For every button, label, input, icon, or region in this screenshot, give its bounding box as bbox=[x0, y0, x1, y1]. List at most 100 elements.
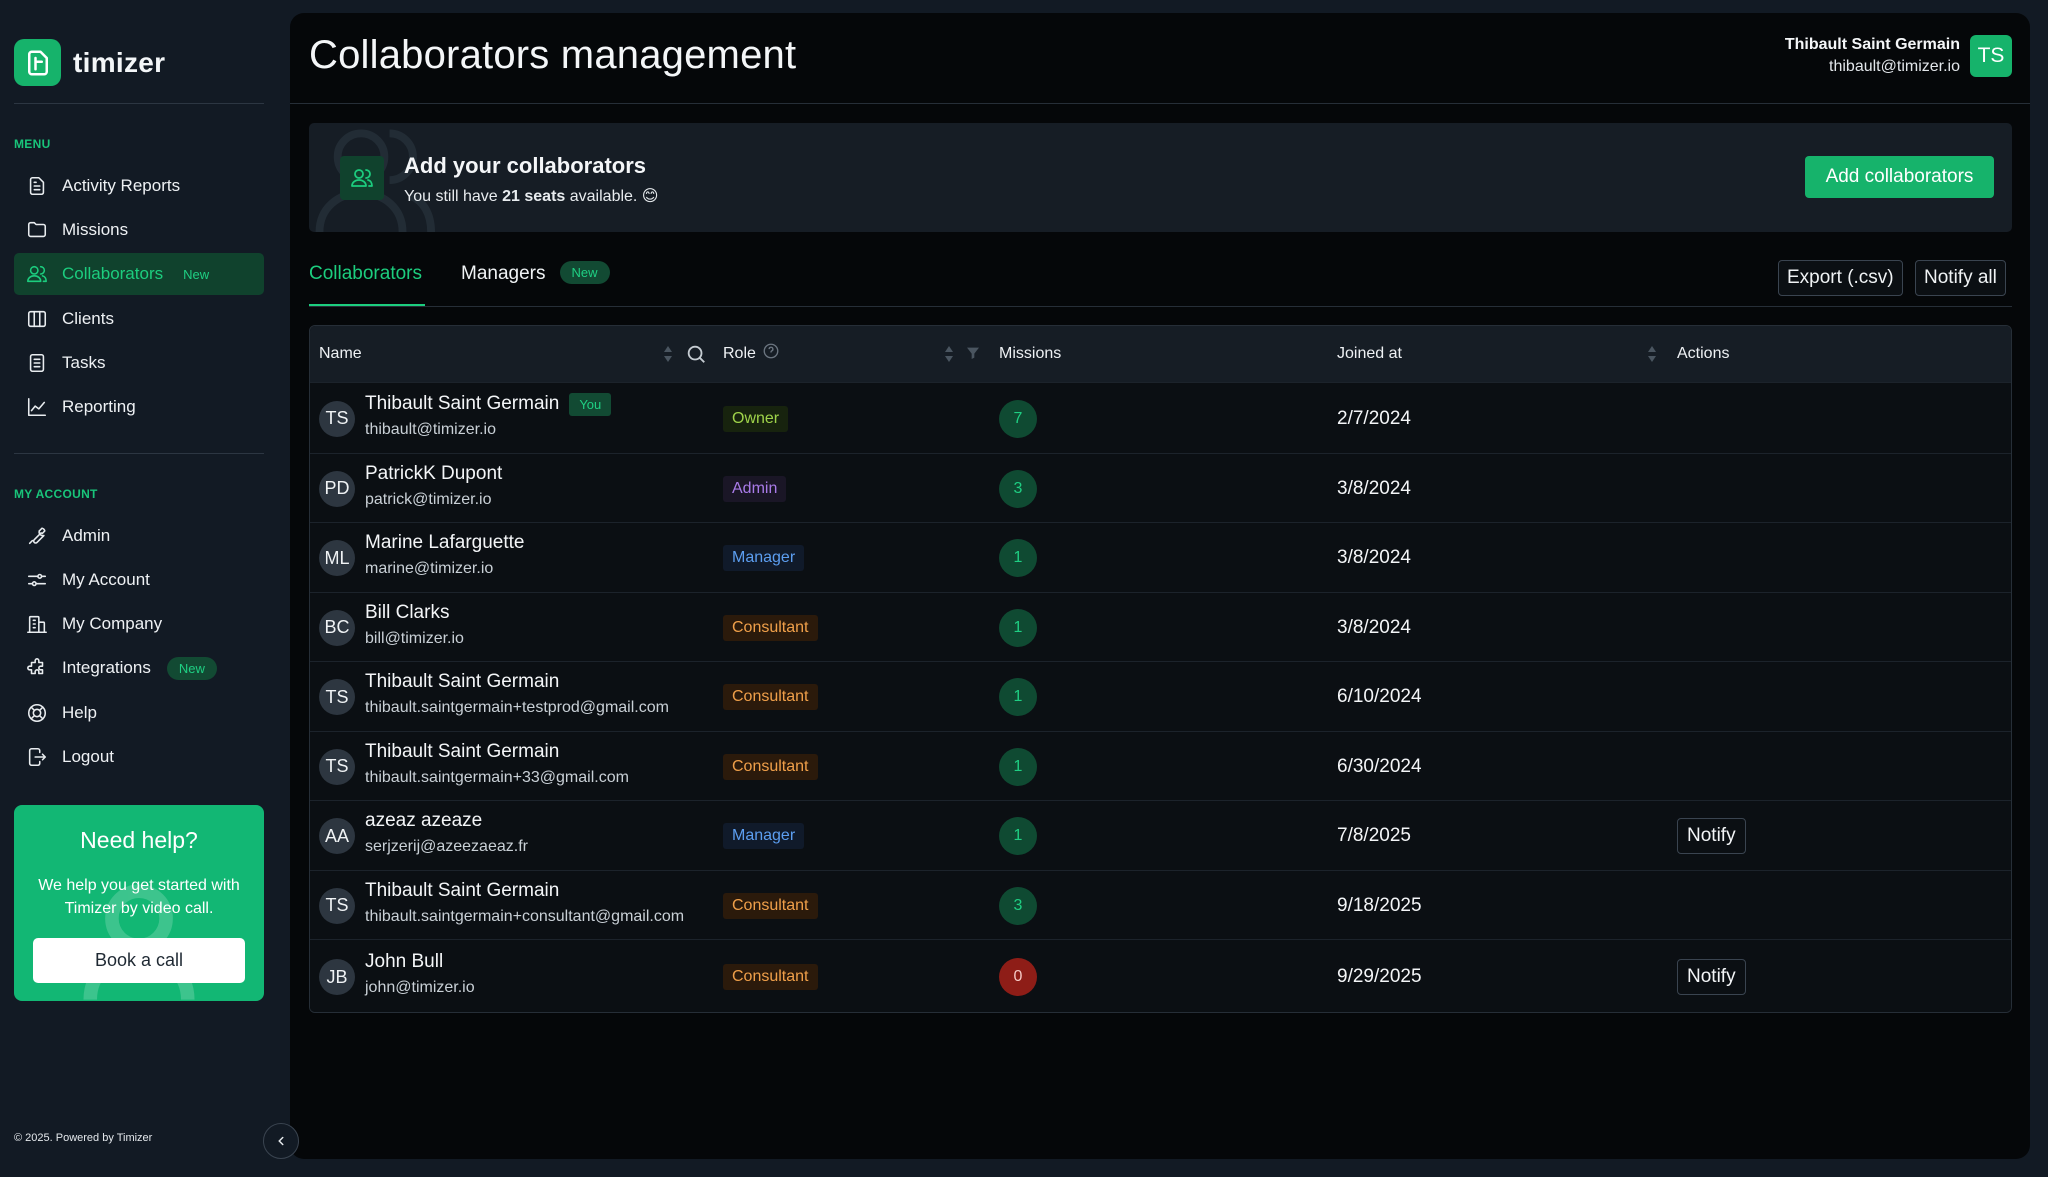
page-title: Collaborators management bbox=[309, 33, 797, 77]
sidebar-item-label: Tasks bbox=[62, 353, 106, 372]
sidebar-item-reporting[interactable]: Reporting bbox=[14, 386, 264, 428]
joined-date: 3/8/2024 bbox=[1337, 547, 1411, 568]
role-badge: Consultant bbox=[723, 614, 818, 641]
help-circle-icon[interactable] bbox=[762, 342, 780, 360]
joined-date: 9/29/2025 bbox=[1337, 966, 1422, 987]
sidebar-item-label: My Account bbox=[62, 570, 150, 589]
sort-icon[interactable] bbox=[1645, 343, 1659, 365]
collaborator-name: PatrickK Dupont bbox=[365, 463, 502, 485]
sidebar-item-collaborators[interactable]: Collaborators New bbox=[14, 253, 264, 295]
sidebar-item-label: Collaborators bbox=[62, 264, 164, 283]
banner-subtitle-prefix: You still have bbox=[404, 188, 503, 205]
collaborator-email: thibault@timizer.io bbox=[365, 420, 496, 438]
column-joined[interactable]: Joined at bbox=[1337, 345, 1402, 362]
table-row[interactable]: ML Marine Lafarguette marine@timizer.io Man… bbox=[310, 522, 2011, 592]
missions-count: 1 bbox=[999, 539, 1037, 577]
app-logo[interactable]: timizer bbox=[14, 39, 165, 86]
sidebar-item-missions[interactable]: Missions bbox=[14, 209, 264, 251]
banner-subtitle-suffix: available. 😊 bbox=[565, 188, 659, 205]
sort-icon[interactable] bbox=[942, 343, 956, 365]
book-call-button[interactable]: Book a call bbox=[33, 938, 245, 983]
collaborator-name-text: John Bull bbox=[365, 951, 444, 972]
user-menu[interactable]: Thibault Saint Germain thibault@timizer.… bbox=[1785, 35, 2012, 77]
missions-count: 1 bbox=[999, 817, 1037, 855]
collaborator-email: patrick@timizer.io bbox=[365, 490, 492, 508]
filter-icon[interactable] bbox=[965, 345, 981, 361]
sidebar-item-admin[interactable]: Admin bbox=[14, 515, 264, 557]
table-row[interactable]: TS Thibault Saint Germain thibault.saintge… bbox=[310, 870, 2011, 939]
collapse-sidebar-button[interactable] bbox=[263, 1123, 299, 1159]
table-row[interactable]: JB John Bull john@timizer.io Consultant 0 9/2… bbox=[310, 939, 2011, 1012]
new-badge: New bbox=[559, 261, 610, 284]
table-row[interactable]: PD PatrickK Dupont patrick@timizer.io Admin… bbox=[310, 453, 2011, 522]
table-row[interactable]: TS Thibault Saint Germain thibault.saintge… bbox=[310, 661, 2011, 731]
sidebar-item-my-company[interactable]: My Company bbox=[14, 603, 264, 645]
export-csv-button[interactable]: Export (.csv) bbox=[1778, 260, 1903, 296]
lifebuoy-icon bbox=[27, 703, 47, 723]
missions-count: 1 bbox=[999, 678, 1037, 716]
avatar: AA bbox=[319, 818, 355, 854]
sidebar-item-clients[interactable]: Clients bbox=[14, 298, 264, 340]
table-row[interactable]: TS Thibault Saint Germain You thibault@timi… bbox=[310, 382, 2011, 453]
sidebar-item-logout[interactable]: Logout bbox=[14, 736, 264, 778]
you-badge: You bbox=[569, 392, 612, 416]
joined-date: 3/8/2024 bbox=[1337, 477, 1411, 499]
new-badge: New bbox=[183, 266, 210, 282]
sort-icon[interactable] bbox=[661, 343, 675, 365]
sidebar-item-tasks[interactable]: Tasks bbox=[14, 342, 264, 384]
seats-count: 21 seats bbox=[502, 188, 566, 205]
table-row[interactable]: AA azeaz azeaze serjzerij@azeezaeaz.fr Mana… bbox=[310, 800, 2011, 870]
user-name: Thibault Saint Germain bbox=[1784, 36, 1960, 53]
sliders-icon bbox=[27, 573, 47, 587]
tab-collaborators[interactable]: Collaborators bbox=[309, 263, 425, 307]
column-role[interactable]: Role bbox=[723, 342, 780, 363]
column-name[interactable]: Name bbox=[319, 345, 362, 362]
column-missions[interactable]: Missions bbox=[999, 345, 1062, 362]
users-icon bbox=[27, 265, 47, 283]
tab-label: Collaborators bbox=[309, 263, 422, 284]
footer-copyright: © 2025. Powered by Timizer bbox=[14, 1132, 153, 1144]
chevron-left-icon bbox=[278, 1136, 284, 1146]
notify-all-button[interactable]: Notify all bbox=[1915, 260, 2006, 296]
role-badge: Consultant bbox=[723, 753, 818, 780]
role-badge: Manager bbox=[723, 545, 805, 571]
new-badge: New bbox=[166, 656, 217, 680]
sidebar-item-help[interactable]: Help bbox=[14, 692, 264, 734]
add-collaborators-banner: Add your collaborators You still have 21… bbox=[309, 123, 2012, 232]
help-text: We help you get started with Timizer by … bbox=[38, 877, 240, 917]
sidebar-item-label: Activity Reports bbox=[62, 176, 181, 195]
collaborator-email: thibault.saintgermain+consultant@gmail.c… bbox=[365, 907, 685, 925]
collaborator-name-text: Bill Clarks bbox=[365, 601, 450, 623]
notify-button[interactable]: Notify bbox=[1677, 818, 1746, 854]
search-icon[interactable] bbox=[685, 343, 707, 365]
joined-date: 7/8/2025 bbox=[1337, 825, 1411, 846]
logout-icon bbox=[28, 747, 47, 767]
table-row[interactable]: BC Bill Clarks bill@timizer.io Consultant 1 3… bbox=[310, 592, 2011, 661]
sidebar-item-my-account[interactable]: My Account bbox=[14, 559, 264, 601]
avatar: TS bbox=[319, 887, 355, 924]
sidebar-item-activity-reports[interactable]: Activity Reports bbox=[14, 165, 264, 207]
collaborator-name: Thibault Saint Germain bbox=[365, 741, 559, 763]
joined-date: 6/10/2024 bbox=[1337, 686, 1422, 707]
table-row[interactable]: TS Thibault Saint Germain thibault.saintge… bbox=[310, 731, 2011, 800]
main-panel: Collaborators management Thibault Saint … bbox=[290, 13, 2030, 1159]
help-card: Need help? We help you get started with … bbox=[14, 805, 264, 1001]
tab-managers[interactable]: Managers New bbox=[461, 261, 610, 307]
help-title: Need help? bbox=[80, 827, 198, 853]
table-header: Name Role Missions Joined at Actions bbox=[310, 326, 2011, 382]
collaborator-email: marine@timizer.io bbox=[365, 560, 494, 577]
avatar: PD bbox=[319, 470, 355, 507]
add-collaborators-button[interactable]: Add collaborators bbox=[1805, 156, 1994, 198]
collaborators-table: Name Role Missions Joined at Actions TS T… bbox=[309, 325, 2012, 1013]
avatar[interactable]: TS bbox=[1970, 35, 2012, 77]
sidebar-item-integrations[interactable]: Integrations New bbox=[14, 647, 264, 689]
missions-count: 3 bbox=[999, 886, 1037, 925]
notify-button[interactable]: Notify bbox=[1677, 959, 1746, 995]
joined-date: 6/30/2024 bbox=[1337, 755, 1422, 777]
collaborator-name: Marine Lafarguette bbox=[365, 532, 525, 554]
sidebar-item-label: My Company bbox=[62, 614, 163, 633]
role-badge: Manager bbox=[723, 823, 805, 849]
avatar: ML bbox=[319, 540, 355, 576]
avatar: BC bbox=[319, 609, 355, 646]
collaborator-name-text: PatrickK Dupont bbox=[365, 462, 503, 484]
